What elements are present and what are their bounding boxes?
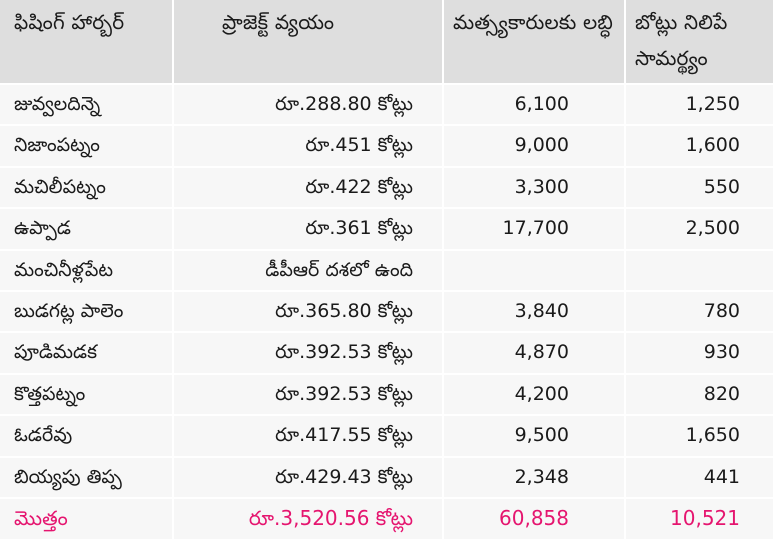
table-header: ఫిషింగ్ హార్బర్ ప్రాజెక్ట్ వ్యయం మత్స్యక… — [0, 0, 773, 83]
cell-boats: 930 — [703, 341, 740, 364]
cell-benefit: 60,858 — [499, 506, 569, 530]
table-row: మచిలీపట్నం రూ.422 కోట్లు 3,300 550 — [0, 165, 773, 207]
cell-harbour: బియ్యపు తిప్ప — [14, 465, 122, 488]
cell-boats: 550 — [703, 175, 740, 198]
cell-cost: రూ.422 కోట్లు — [305, 175, 413, 198]
table-row: ఉప్పాడ రూ.361 కోట్లు 17,700 2,500 — [0, 207, 773, 248]
table-row: జువ్వలదిన్నె రూ.288.80 కోట్లు 6,100 1,250 — [0, 83, 773, 124]
header-boats: బోట్లు నిలిపే సామర్థ్యం — [635, 10, 728, 70]
cell-harbour: నిజాంపట్నం — [14, 134, 100, 157]
cell-benefit: 17,700 — [502, 217, 569, 240]
cell-harbour: పూడిమడక — [14, 341, 98, 364]
cell-benefit: 3,840 — [514, 300, 569, 322]
header-cost: ప్రాజెక్ట్ వ్యయం — [222, 10, 335, 34]
table-row: పూడిమడక రూ.392.53 కోట్లు 4,870 930 — [0, 331, 773, 372]
cell-cost: రూ.451 కోట్లు — [305, 134, 413, 157]
cell-boats: 1,600 — [685, 134, 740, 157]
column-divider — [172, 0, 174, 539]
column-divider — [624, 0, 626, 539]
cell-boats: 441 — [703, 465, 740, 488]
cell-boats: 10,521 — [670, 506, 740, 530]
cell-cost: రూ.3,520.56 కోట్లు — [248, 506, 413, 530]
cell-benefit: 4,870 — [514, 341, 569, 364]
cell-cost: రూ.361 కోట్లు — [305, 217, 413, 240]
cell-harbour: మంచినీళ్లపేట — [14, 258, 113, 281]
cell-boats: 1,250 — [685, 93, 740, 115]
table-row: నిజాంపట్నం రూ.451 కోట్లు 9,000 1,600 — [0, 124, 773, 165]
cell-benefit: 6,100 — [514, 93, 569, 115]
table-row: బియ్యపు తిప్ప రూ.429.43 కోట్లు 2,348 441 — [0, 455, 773, 497]
column-divider — [442, 0, 444, 539]
cell-harbour: కొత్తపట్నం — [14, 382, 86, 405]
cell-harbour: ఓడరేవు — [14, 424, 73, 447]
cell-benefit: 9,000 — [514, 134, 569, 157]
cell-boats — [625, 251, 773, 290]
cell-cost: రూ.392.53 కోట్లు — [275, 341, 413, 364]
cell-cost: డీపీఆర్ దశలో ఉంది — [265, 258, 413, 281]
table-row: ఓడరేవు రూ.417.55 కోట్లు 9,500 1,650 — [0, 414, 773, 455]
cell-benefit: 2,348 — [514, 465, 569, 488]
cell-cost: రూ.417.55 కోట్లు — [275, 424, 413, 447]
cell-harbour: బుడగట్ల పాలెం — [14, 300, 124, 322]
cell-harbour: జువ్వలదిన్నె — [14, 93, 101, 115]
cell-benefit: 9,500 — [514, 424, 569, 447]
cell-boats: 780 — [703, 300, 740, 322]
cell-benefit: 4,200 — [514, 382, 569, 405]
cell-cost: రూ.288.80 కోట్లు — [275, 93, 413, 115]
header-benefit: మత్స్యకారులకు లబ్ధి — [453, 10, 614, 34]
cell-harbour: మొత్తం — [14, 506, 68, 530]
table-row: కొత్తపట్నం రూ.392.53 కోట్లు 4,200 820 — [0, 372, 773, 414]
total-row: మొత్తం రూ.3,520.56 కోట్లు 60,858 10,521 — [0, 497, 773, 538]
cell-cost: రూ.429.43 కోట్లు — [275, 465, 413, 488]
table-row: బుడగట్ల పాలెం రూ.365.80 కోట్లు 3,840 780 — [0, 290, 773, 331]
header-harbour: ఫిషింగ్ హార్బర్ — [14, 10, 125, 34]
cell-harbour: ఉప్పాడ — [14, 217, 71, 240]
cell-cost: రూ.365.80 కోట్లు — [275, 300, 413, 322]
cell-boats: 1,650 — [685, 424, 740, 447]
cell-benefit — [443, 251, 625, 290]
cell-boats: 820 — [703, 382, 740, 405]
table-row: మంచినీళ్లపేట డీపీఆర్ దశలో ఉంది — [0, 248, 773, 290]
cell-cost: రూ.392.53 కోట్లు — [275, 382, 413, 405]
cell-harbour: మచిలీపట్నం — [14, 175, 106, 198]
cell-benefit: 3,300 — [514, 175, 569, 198]
cell-boats: 2,500 — [685, 217, 740, 240]
